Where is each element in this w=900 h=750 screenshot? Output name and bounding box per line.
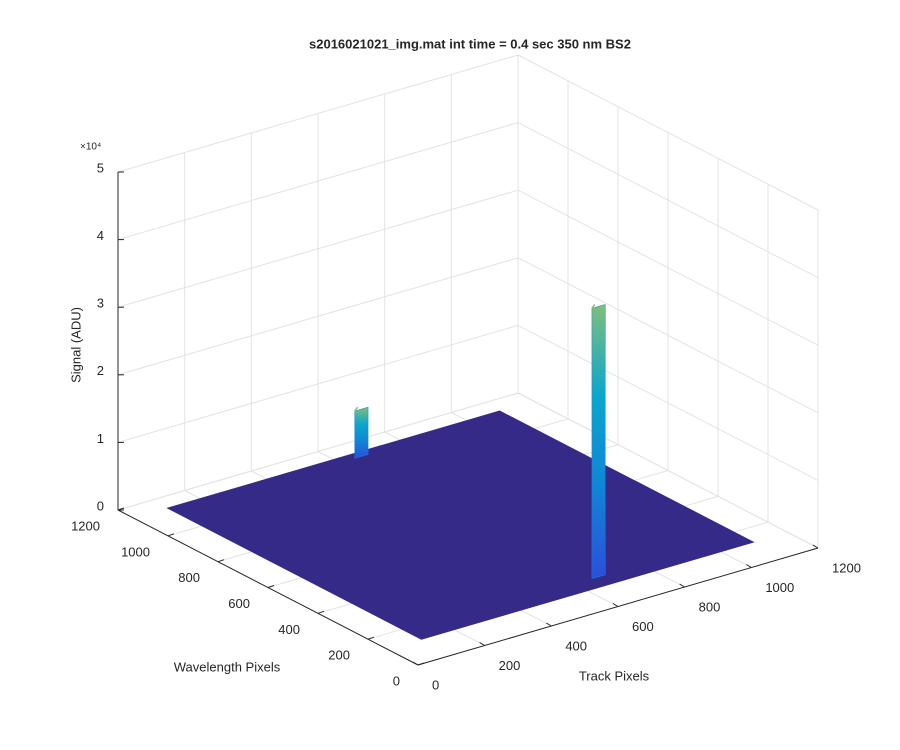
y-tick-label: 1000	[121, 544, 150, 559]
x-tick-label: 800	[699, 599, 721, 614]
peak	[354, 406, 369, 459]
y-tick	[367, 636, 375, 640]
y-tick-label: 0	[393, 673, 400, 688]
x-tick	[479, 642, 485, 646]
x-tick	[412, 661, 419, 666]
y-tick-label: 400	[278, 622, 300, 637]
peak-top	[591, 303, 596, 309]
y-tick	[217, 559, 225, 563]
x-tick-label: 400	[565, 638, 587, 653]
z-tick-label: 0	[97, 498, 104, 513]
grid-line	[117, 54, 519, 173]
y-axis-label: Wavelength Pixels	[174, 659, 281, 674]
grid-line	[517, 392, 819, 549]
y-tick-label: 600	[228, 596, 250, 611]
grid-line	[517, 324, 819, 481]
peak-top	[354, 406, 359, 412]
x-tick	[612, 603, 619, 607]
z-tick-label: 1	[97, 431, 104, 446]
x-tick-label: 600	[632, 619, 654, 634]
chart-title: s2016021021_img.mat int time = 0.4 sec 3…	[309, 36, 631, 51]
grid-line	[117, 257, 519, 376]
y-tick	[417, 662, 425, 666]
x-tick-label: 1000	[765, 580, 794, 595]
z-tick-label: 4	[97, 228, 104, 243]
x-tick	[812, 544, 819, 549]
y-tick-label: 1200	[71, 518, 100, 533]
y-tick	[167, 533, 175, 537]
x-tick	[679, 583, 685, 588]
z-exponent: ×10⁴	[80, 142, 101, 153]
x-tick-label: 0	[432, 677, 439, 692]
y-tick-label: 200	[328, 648, 350, 663]
grid-line	[517, 257, 819, 414]
grid-line	[117, 189, 519, 308]
y-tick	[317, 610, 325, 614]
peak	[591, 304, 606, 580]
y-tick	[267, 585, 275, 588]
y-tick-label: 800	[178, 570, 200, 585]
x-tick-label: 1200	[832, 560, 861, 575]
grid-line	[517, 122, 819, 279]
grid-line	[117, 324, 519, 443]
z-tick-label: 2	[97, 363, 104, 378]
x-axis-label: Track Pixels	[579, 668, 650, 683]
grid-line	[117, 122, 519, 241]
x-tick	[746, 564, 752, 568]
grid-line	[517, 54, 819, 211]
z-tick-label: 5	[97, 160, 104, 175]
z-axis-label: Signal (ADU)	[68, 307, 83, 383]
y-tick	[117, 507, 125, 511]
surface	[166, 410, 755, 640]
x-tick-label: 200	[499, 658, 521, 673]
z-tick-label: 3	[97, 296, 104, 311]
x-tick	[546, 622, 552, 627]
grid-line	[517, 189, 819, 346]
grid-line	[117, 392, 519, 511]
